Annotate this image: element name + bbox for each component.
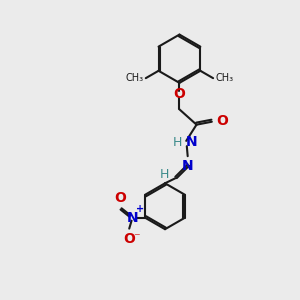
Text: O: O bbox=[216, 114, 228, 128]
Text: ⁻: ⁻ bbox=[134, 232, 140, 244]
Text: N: N bbox=[186, 135, 198, 149]
Text: O: O bbox=[114, 191, 126, 205]
Text: H: H bbox=[172, 136, 182, 149]
Text: O: O bbox=[173, 87, 185, 101]
Text: CH₃: CH₃ bbox=[125, 73, 143, 83]
Text: O: O bbox=[123, 232, 135, 246]
Text: +: + bbox=[136, 204, 144, 214]
Text: N: N bbox=[182, 159, 194, 173]
Text: H: H bbox=[160, 168, 169, 181]
Text: N: N bbox=[127, 211, 139, 225]
Text: CH₃: CH₃ bbox=[215, 73, 234, 83]
